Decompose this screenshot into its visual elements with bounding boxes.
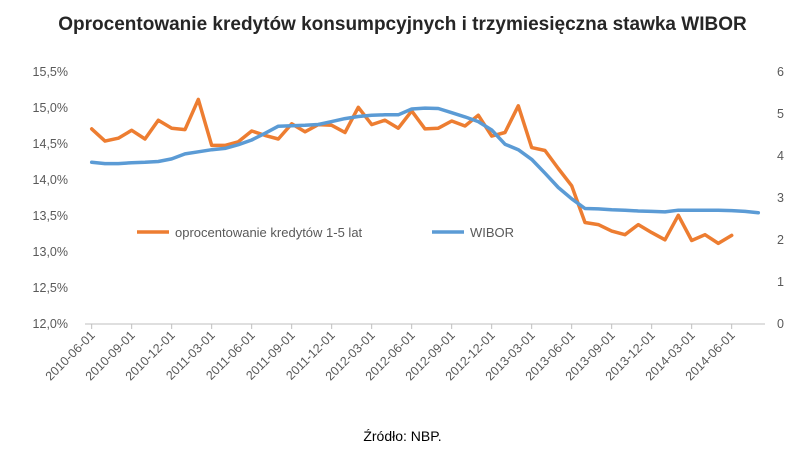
- legend: oprocentowanie kredytów 1-5 lat WIBOR: [134, 224, 524, 240]
- series-line-wibor: [89, 106, 761, 215]
- right-tick-label: 5: [777, 107, 784, 121]
- right-tick-label: 1: [777, 275, 784, 289]
- x-axis-ticks: 2010-06-012010-09-012010-12-012011-03-01…: [43, 324, 738, 383]
- left-tick-label: 12,0%: [33, 317, 68, 331]
- left-tick-label: 13,5%: [33, 209, 68, 223]
- left-axis-ticks: 12,0% 12,5% 13,0% 13,5% 14,0% 14,5% 15,0% 15,5%: [33, 65, 68, 331]
- legend-background: [429, 224, 524, 240]
- legend-label-kredyty: oprocentowanie kredytów 1-5 lat: [175, 225, 363, 240]
- right-axis-ticks: 0 1 2 3 4 5 6: [777, 65, 784, 331]
- chart-title: Oprocentowanie kredytów konsumpcyjnych i…: [58, 14, 747, 35]
- left-tick-label: 14,5%: [33, 137, 68, 151]
- legend-background: [134, 224, 404, 240]
- right-tick-label: 2: [777, 233, 784, 247]
- left-tick-label: 15,5%: [33, 65, 68, 79]
- source-note: Źródło: NBP.: [363, 428, 442, 444]
- left-tick-label: 12,5%: [33, 281, 68, 295]
- left-tick-label: 14,0%: [33, 173, 68, 187]
- legend-label-wibor: WIBOR: [470, 225, 514, 240]
- left-tick-label: 13,0%: [33, 245, 68, 259]
- left-tick-label: 15,0%: [33, 101, 68, 115]
- series-lines: [89, 97, 761, 246]
- right-tick-label: 6: [777, 65, 784, 79]
- series-line-kredyty: [89, 97, 734, 246]
- right-tick-label: 0: [777, 317, 784, 331]
- right-tick-label: 4: [777, 149, 784, 163]
- right-tick-label: 3: [777, 191, 784, 205]
